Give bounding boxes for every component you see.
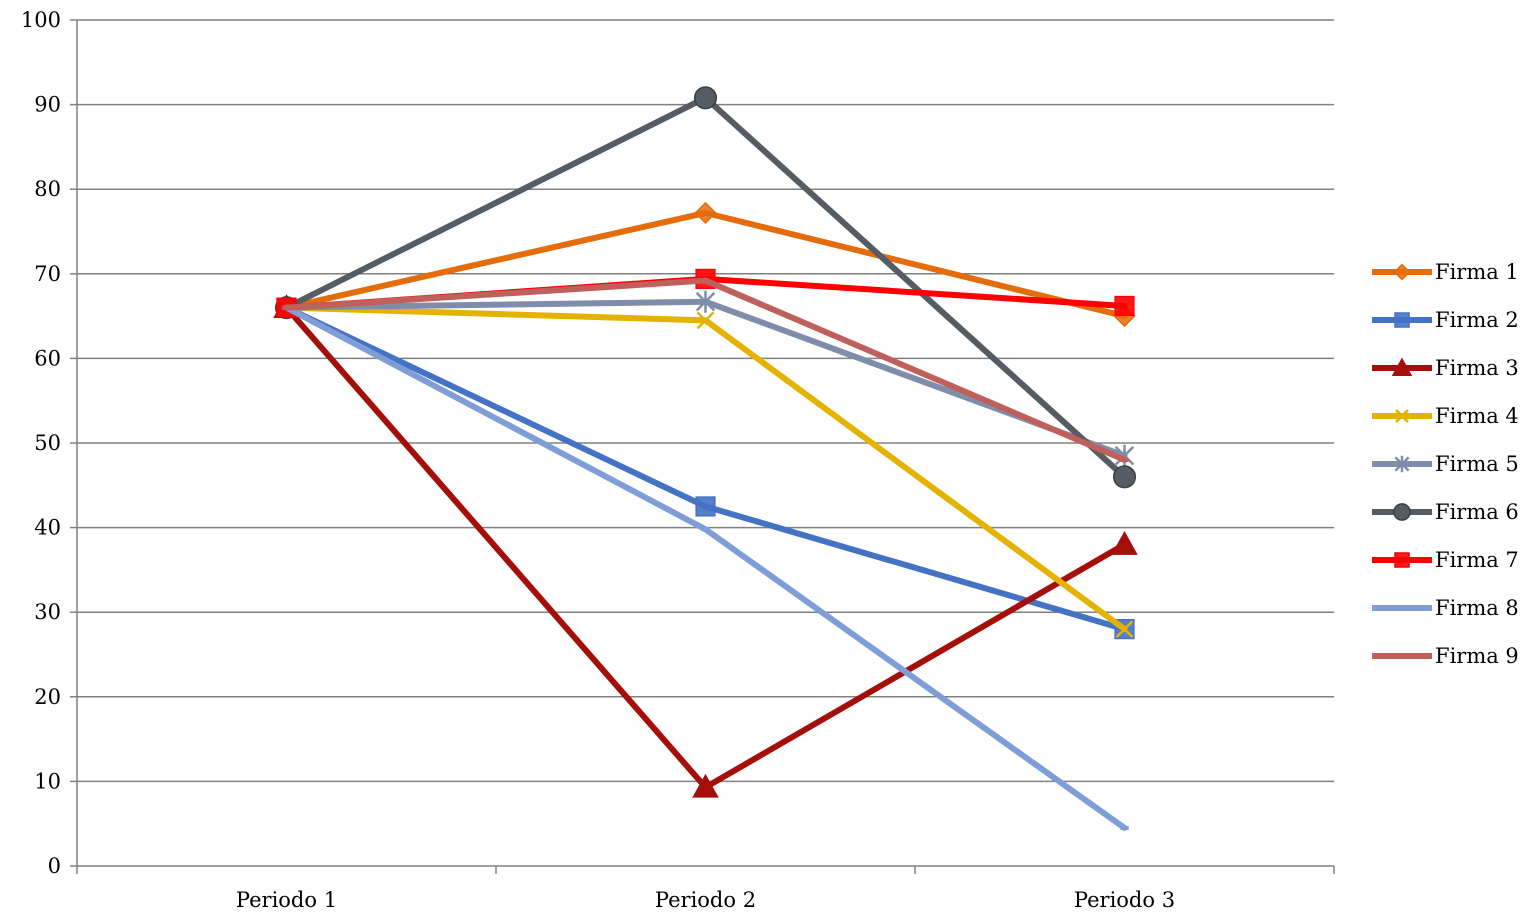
legend-label: Firma 8	[1435, 596, 1519, 620]
y-tick-label: 80	[34, 177, 61, 201]
y-tick-label: 10	[34, 769, 61, 793]
marker-asterisk	[1114, 444, 1135, 467]
series-line	[283, 298, 1128, 459]
legend-entry: Firma 6	[1372, 500, 1519, 524]
marker-circle	[1393, 503, 1411, 521]
y-tick-label: 50	[34, 431, 61, 455]
legend-label: Firma 7	[1435, 548, 1519, 572]
marker-x	[1115, 620, 1134, 639]
marker-x	[1395, 409, 1409, 423]
legend-label: Firma 5	[1435, 452, 1519, 476]
axes: 0 10 20 30 40 50 60 70 80 90 100 Periodo 1 Periodo 2…	[21, 8, 1335, 912]
marker-triangle	[692, 773, 719, 798]
x-tick-label: Periodo 1	[236, 888, 337, 912]
series-lines	[273, 86, 1138, 831]
legend-label: Firma 3	[1435, 356, 1519, 380]
marker-square	[695, 496, 716, 517]
marker-diamond	[1393, 263, 1411, 281]
y-tick-label: 20	[34, 685, 61, 709]
y-tick-label: 60	[34, 346, 61, 370]
x-tick-label: Periodo 3	[1074, 888, 1175, 912]
series-line	[283, 304, 1128, 831]
series-4	[277, 298, 1134, 639]
series-line	[283, 304, 1128, 633]
legend-label: Firma 2	[1435, 308, 1519, 332]
series-line	[283, 304, 1128, 633]
marker-square	[1394, 312, 1410, 328]
legend-label: Firma 4	[1435, 404, 1519, 428]
legend-label: Firma 1	[1435, 260, 1519, 284]
series-8	[282, 304, 1129, 831]
marker-circle	[693, 86, 718, 110]
marker-asterisk	[1394, 455, 1410, 473]
legend: Firma 1 Firma 2 Firma 3 Firma 4 Firma 5 Firma…	[1372, 260, 1519, 668]
marker-square	[1114, 295, 1135, 317]
marker-triangle	[1391, 357, 1413, 376]
legend-entry: Firma 8	[1372, 596, 1519, 620]
series-line	[283, 304, 1128, 791]
legend-entry: Firma 3	[1372, 356, 1519, 380]
y-tick-label: 40	[34, 516, 61, 540]
y-tick-label: 100	[21, 8, 61, 32]
legend-entry: Firma 1	[1372, 260, 1519, 284]
legend-entry: Firma 2	[1372, 308, 1519, 332]
y-tick-label: 30	[34, 600, 61, 624]
marker-triangle	[1111, 530, 1138, 555]
legend-entry: Firma 5	[1372, 452, 1519, 476]
y-tick-label: 90	[34, 93, 61, 117]
y-tick-label: 0	[48, 854, 61, 878]
legend-label: Firma 6	[1435, 500, 1519, 524]
marker-square	[1394, 552, 1410, 568]
marker-asterisk	[695, 290, 716, 313]
legend-entry: Firma 4	[1372, 404, 1519, 428]
x-tick-label: Periodo 2	[655, 888, 756, 912]
marker-circle	[1112, 465, 1137, 489]
y-tick-label: 70	[34, 262, 61, 286]
series-9	[282, 277, 1129, 463]
legend-entry: Firma 7	[1372, 548, 1519, 572]
gridlines	[77, 19, 1334, 783]
series-2	[276, 297, 1135, 640]
marker-x	[696, 311, 715, 330]
marker-diamond	[694, 201, 717, 224]
legend-label: Firma 9	[1435, 644, 1519, 668]
legend-entry: Firma 9	[1372, 644, 1519, 668]
